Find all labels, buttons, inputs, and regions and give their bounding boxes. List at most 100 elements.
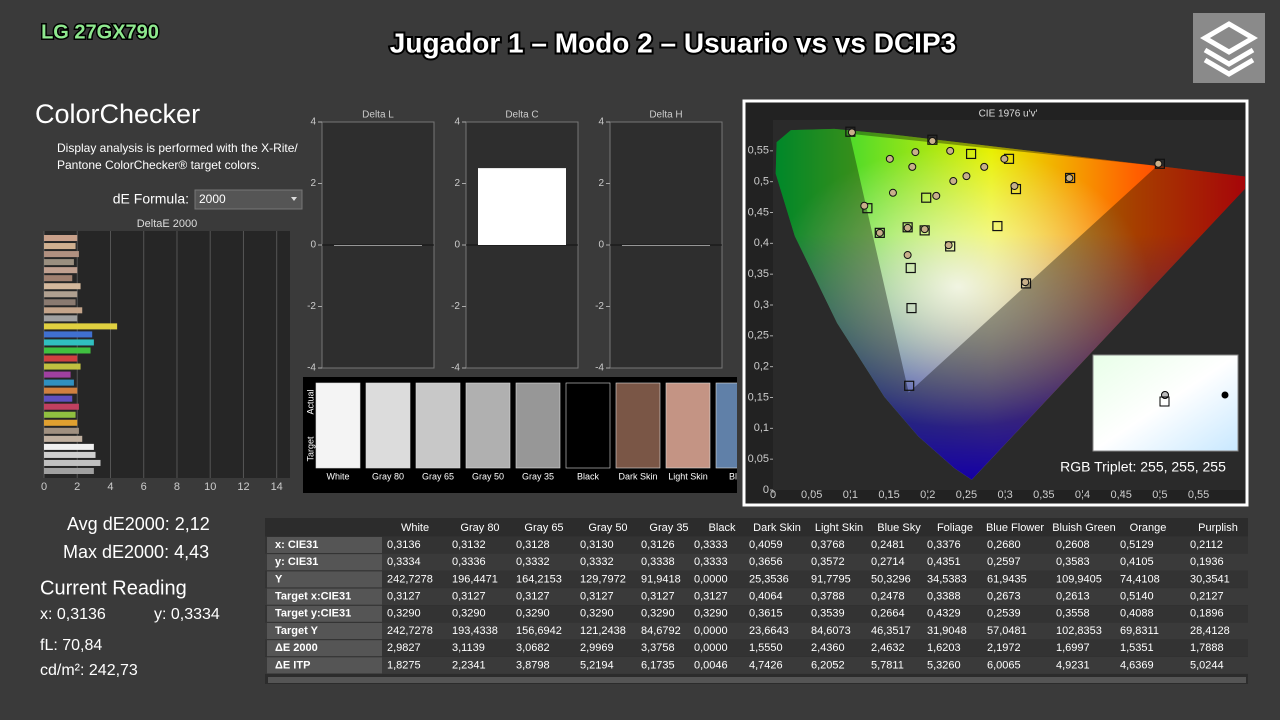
cell: 2,1972 <box>987 642 1021 654</box>
bar <box>44 259 74 266</box>
cell: 0,3539 <box>811 608 845 620</box>
column-header: Blue Flower <box>986 522 1044 534</box>
cell: 0,3768 <box>811 539 845 551</box>
target-point <box>905 262 916 274</box>
cell: 0,3126 <box>641 539 675 551</box>
column-header: Black <box>709 522 736 534</box>
cell: 0,3333 <box>694 556 728 568</box>
cell: 4,9231 <box>1056 659 1090 671</box>
cell: 0,2481 <box>871 539 905 551</box>
row-label: y: CIE31 <box>275 556 318 568</box>
y-tick-label: -2 <box>307 301 316 312</box>
swatch-label: White <box>326 471 349 481</box>
swatch <box>665 382 711 469</box>
cell: 0,3290 <box>641 608 675 620</box>
y-tick-label: 4 <box>454 117 460 128</box>
row-background <box>265 639 1248 657</box>
cell: 5,7811 <box>871 659 904 671</box>
cell: 1,5351 <box>1120 642 1154 654</box>
plot-area <box>44 231 290 478</box>
cell: 3,1139 <box>452 642 485 654</box>
y-tick-label: 0,5 <box>754 176 769 188</box>
x-tick-label: 12 <box>237 481 249 493</box>
cell: 25,3536 <box>749 573 789 585</box>
x-tick-label: 8 <box>174 481 180 493</box>
bar <box>334 245 422 246</box>
bar <box>44 403 79 410</box>
column-header: Dark Skin <box>753 522 801 534</box>
y-tick-label: 0,25 <box>748 330 769 342</box>
cell: 0,3136 <box>387 539 421 551</box>
bar <box>622 245 710 246</box>
formula-dropdown[interactable]: 2000 <box>194 189 303 210</box>
measured-point <box>885 154 894 163</box>
row-background <box>265 622 1248 640</box>
brand: LG 27GX790 <box>41 21 159 43</box>
cell: 102,8353 <box>1056 625 1102 637</box>
bar <box>44 275 73 282</box>
x-tick-label: 2 <box>74 481 80 493</box>
measured-point <box>1154 159 1163 168</box>
x-tick-label: 0,05 <box>801 489 822 501</box>
cell: 0,2714 <box>871 556 905 568</box>
measured-point <box>911 148 920 157</box>
cell: 6,0065 <box>987 659 1021 671</box>
cell: 0,4329 <box>927 608 961 620</box>
row-label: ΔE ITP <box>275 659 310 671</box>
cell: 129,7972 <box>580 573 626 585</box>
cell: 0,3336 <box>452 556 486 568</box>
y-tick-label: -4 <box>451 363 460 374</box>
measured-point <box>1065 173 1074 182</box>
cell: 0,2539 <box>987 608 1021 620</box>
row-label: Target x:CIE31 <box>275 591 351 603</box>
cell: 4,7426 <box>749 659 783 671</box>
column-header: Gray 35 <box>649 522 688 534</box>
swatch <box>615 382 661 469</box>
measured-point <box>1021 278 1030 287</box>
inset <box>1092 354 1239 452</box>
cell: 0,2613 <box>1056 591 1090 603</box>
row-header-bg <box>267 571 382 588</box>
measured-point <box>932 191 941 200</box>
x-tick-label: 0,15 <box>878 489 899 501</box>
cell: 61,9435 <box>987 573 1027 585</box>
cell: 0,3127 <box>641 591 675 603</box>
x-tick-label: 14 <box>271 481 283 493</box>
column-header: Light Skin <box>815 522 863 534</box>
measured-point <box>920 225 929 234</box>
bar <box>44 387 78 394</box>
reading-fl: fL: 70,84 <box>40 637 102 654</box>
target-point <box>904 380 915 391</box>
swatch <box>415 382 461 469</box>
cell: 34,5383 <box>927 573 967 585</box>
actual-label: Actual <box>305 389 315 414</box>
cell: 2,9969 <box>580 642 614 654</box>
swatch-label: Blue <box>729 471 747 481</box>
y-tick-label: 0 <box>763 484 769 496</box>
cell: 0,3127 <box>516 591 550 603</box>
bar <box>44 419 78 426</box>
cell: 109,9405 <box>1056 573 1102 585</box>
bar <box>44 315 78 322</box>
measured-point <box>875 228 884 237</box>
x-tick-label: 0 <box>41 481 47 493</box>
cell: 0,3615 <box>749 608 783 620</box>
row-header-bg <box>267 605 382 622</box>
chart-title: Delta C <box>505 110 538 121</box>
chart-title: Delta L <box>362 110 394 121</box>
cell: 1,8275 <box>387 659 421 671</box>
measured-point <box>928 136 937 145</box>
x-tick-label: 0,4 <box>1075 489 1090 501</box>
scrollbar[interactable] <box>268 677 1246 683</box>
column-header: Gray 50 <box>588 522 627 534</box>
cell: 164,2153 <box>516 573 562 585</box>
cell: 0,3656 <box>749 556 783 568</box>
measured-point <box>860 201 869 210</box>
bar <box>44 235 78 242</box>
swatch-label: Dark Skin <box>618 471 657 481</box>
bar <box>44 355 78 362</box>
swatch-label: Light Skin <box>668 471 708 481</box>
y-tick-label: -4 <box>307 363 316 374</box>
cell: 0,3332 <box>580 556 614 568</box>
title: Jugador 1 – Modo 2 – Usuario vs vs DCIP3 <box>390 27 956 58</box>
